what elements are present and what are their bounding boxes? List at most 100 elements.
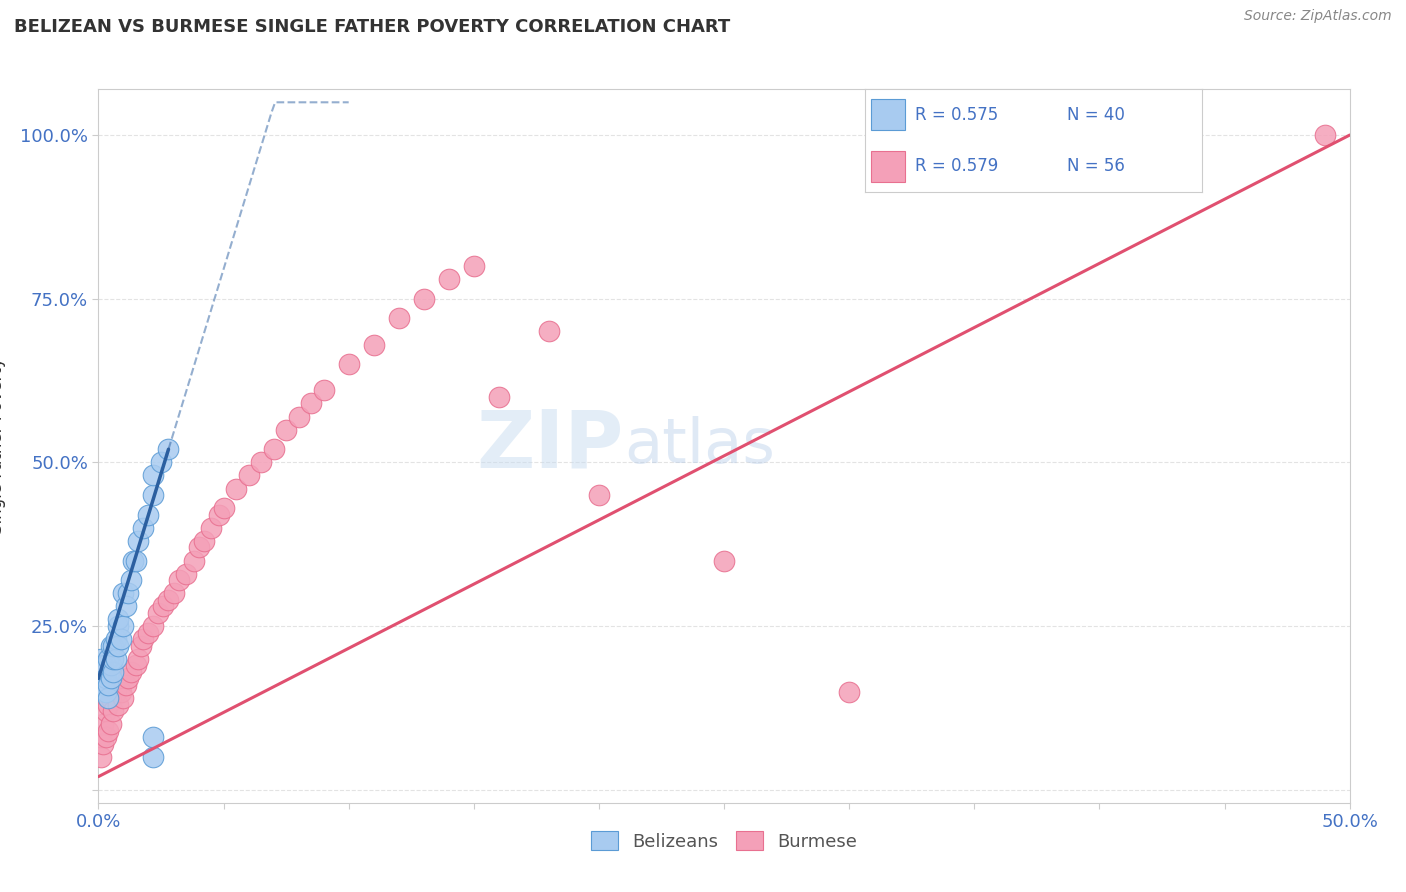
Point [97,678,120,692]
Point [200,521,222,535]
Bar [872,151,905,181]
Point [212,501,235,516]
Point [183,553,205,567]
Point [112,619,135,633]
Point [120,573,142,587]
Point [174,566,197,581]
Point [127,652,149,666]
Point [103,639,125,653]
Point [125,658,148,673]
Point [122,553,145,567]
Point [588,488,610,502]
Point [117,672,139,686]
Point [100,639,122,653]
Point [274,423,298,437]
Point [263,442,285,457]
Point [103,704,125,718]
Point [157,442,180,457]
Point [537,325,560,339]
Text: N = 40: N = 40 [1067,106,1125,124]
Point [713,553,735,567]
Point [225,482,247,496]
Point [463,259,485,273]
Point [117,586,139,600]
Point [193,533,215,548]
Point [187,541,209,555]
Y-axis label: Single Father Poverty: Single Father Poverty [0,358,6,534]
Point [90,665,112,679]
Point [94,665,117,679]
Point [90,652,112,666]
Point [94,684,117,698]
Point [93,717,115,731]
Point [100,717,122,731]
Point [97,691,120,706]
Text: N = 56: N = 56 [1067,157,1125,175]
Point [97,652,120,666]
Point [94,672,117,686]
Point [93,658,115,673]
Point [104,632,127,647]
Point [94,731,117,745]
Point [363,337,385,351]
Point [138,625,160,640]
Point [152,599,174,614]
Point [112,586,135,600]
Point [94,658,117,673]
Point [93,678,115,692]
Text: atlas: atlas [624,416,775,476]
Point [838,684,860,698]
Point [437,272,460,286]
Point [97,698,120,712]
Point [412,292,434,306]
Point [287,409,309,424]
Point [488,390,510,404]
Point [107,698,129,712]
Point [129,639,152,653]
Point [120,665,142,679]
Point [142,619,165,633]
Point [337,357,360,371]
Point [103,652,125,666]
Point [238,468,260,483]
Point [110,684,132,698]
Point [148,606,170,620]
Point [142,750,165,764]
Point [388,311,411,326]
Point [104,652,127,666]
Point [142,731,165,745]
Point [103,665,125,679]
Point [94,704,117,718]
Point [107,619,129,633]
Point [112,691,135,706]
Point [107,612,129,626]
Point [162,586,184,600]
Legend: Belizeans, Burmese: Belizeans, Burmese [583,824,865,858]
Text: BELIZEAN VS BURMESE SINGLE FATHER POVERTY CORRELATION CHART: BELIZEAN VS BURMESE SINGLE FATHER POVERT… [14,18,730,36]
Point [142,488,165,502]
Point [107,639,129,653]
Point [110,632,132,647]
Point [125,553,148,567]
Point [299,396,322,410]
Text: Source: ZipAtlas.com: Source: ZipAtlas.com [1244,9,1392,23]
Point [132,521,155,535]
Point [157,592,180,607]
Point [167,573,190,587]
Point [138,508,160,522]
Point [312,384,335,398]
Point [115,599,138,614]
Point [1313,128,1336,142]
Text: ZIP: ZIP [477,407,624,485]
Point [93,665,115,679]
Point [90,731,112,745]
Point [150,455,173,469]
Point [127,533,149,548]
Point [207,508,229,522]
Point [100,691,122,706]
Bar [872,99,905,130]
Point [100,672,122,686]
Point [93,737,115,751]
Text: R = 0.575: R = 0.575 [915,106,998,124]
Point [90,750,112,764]
